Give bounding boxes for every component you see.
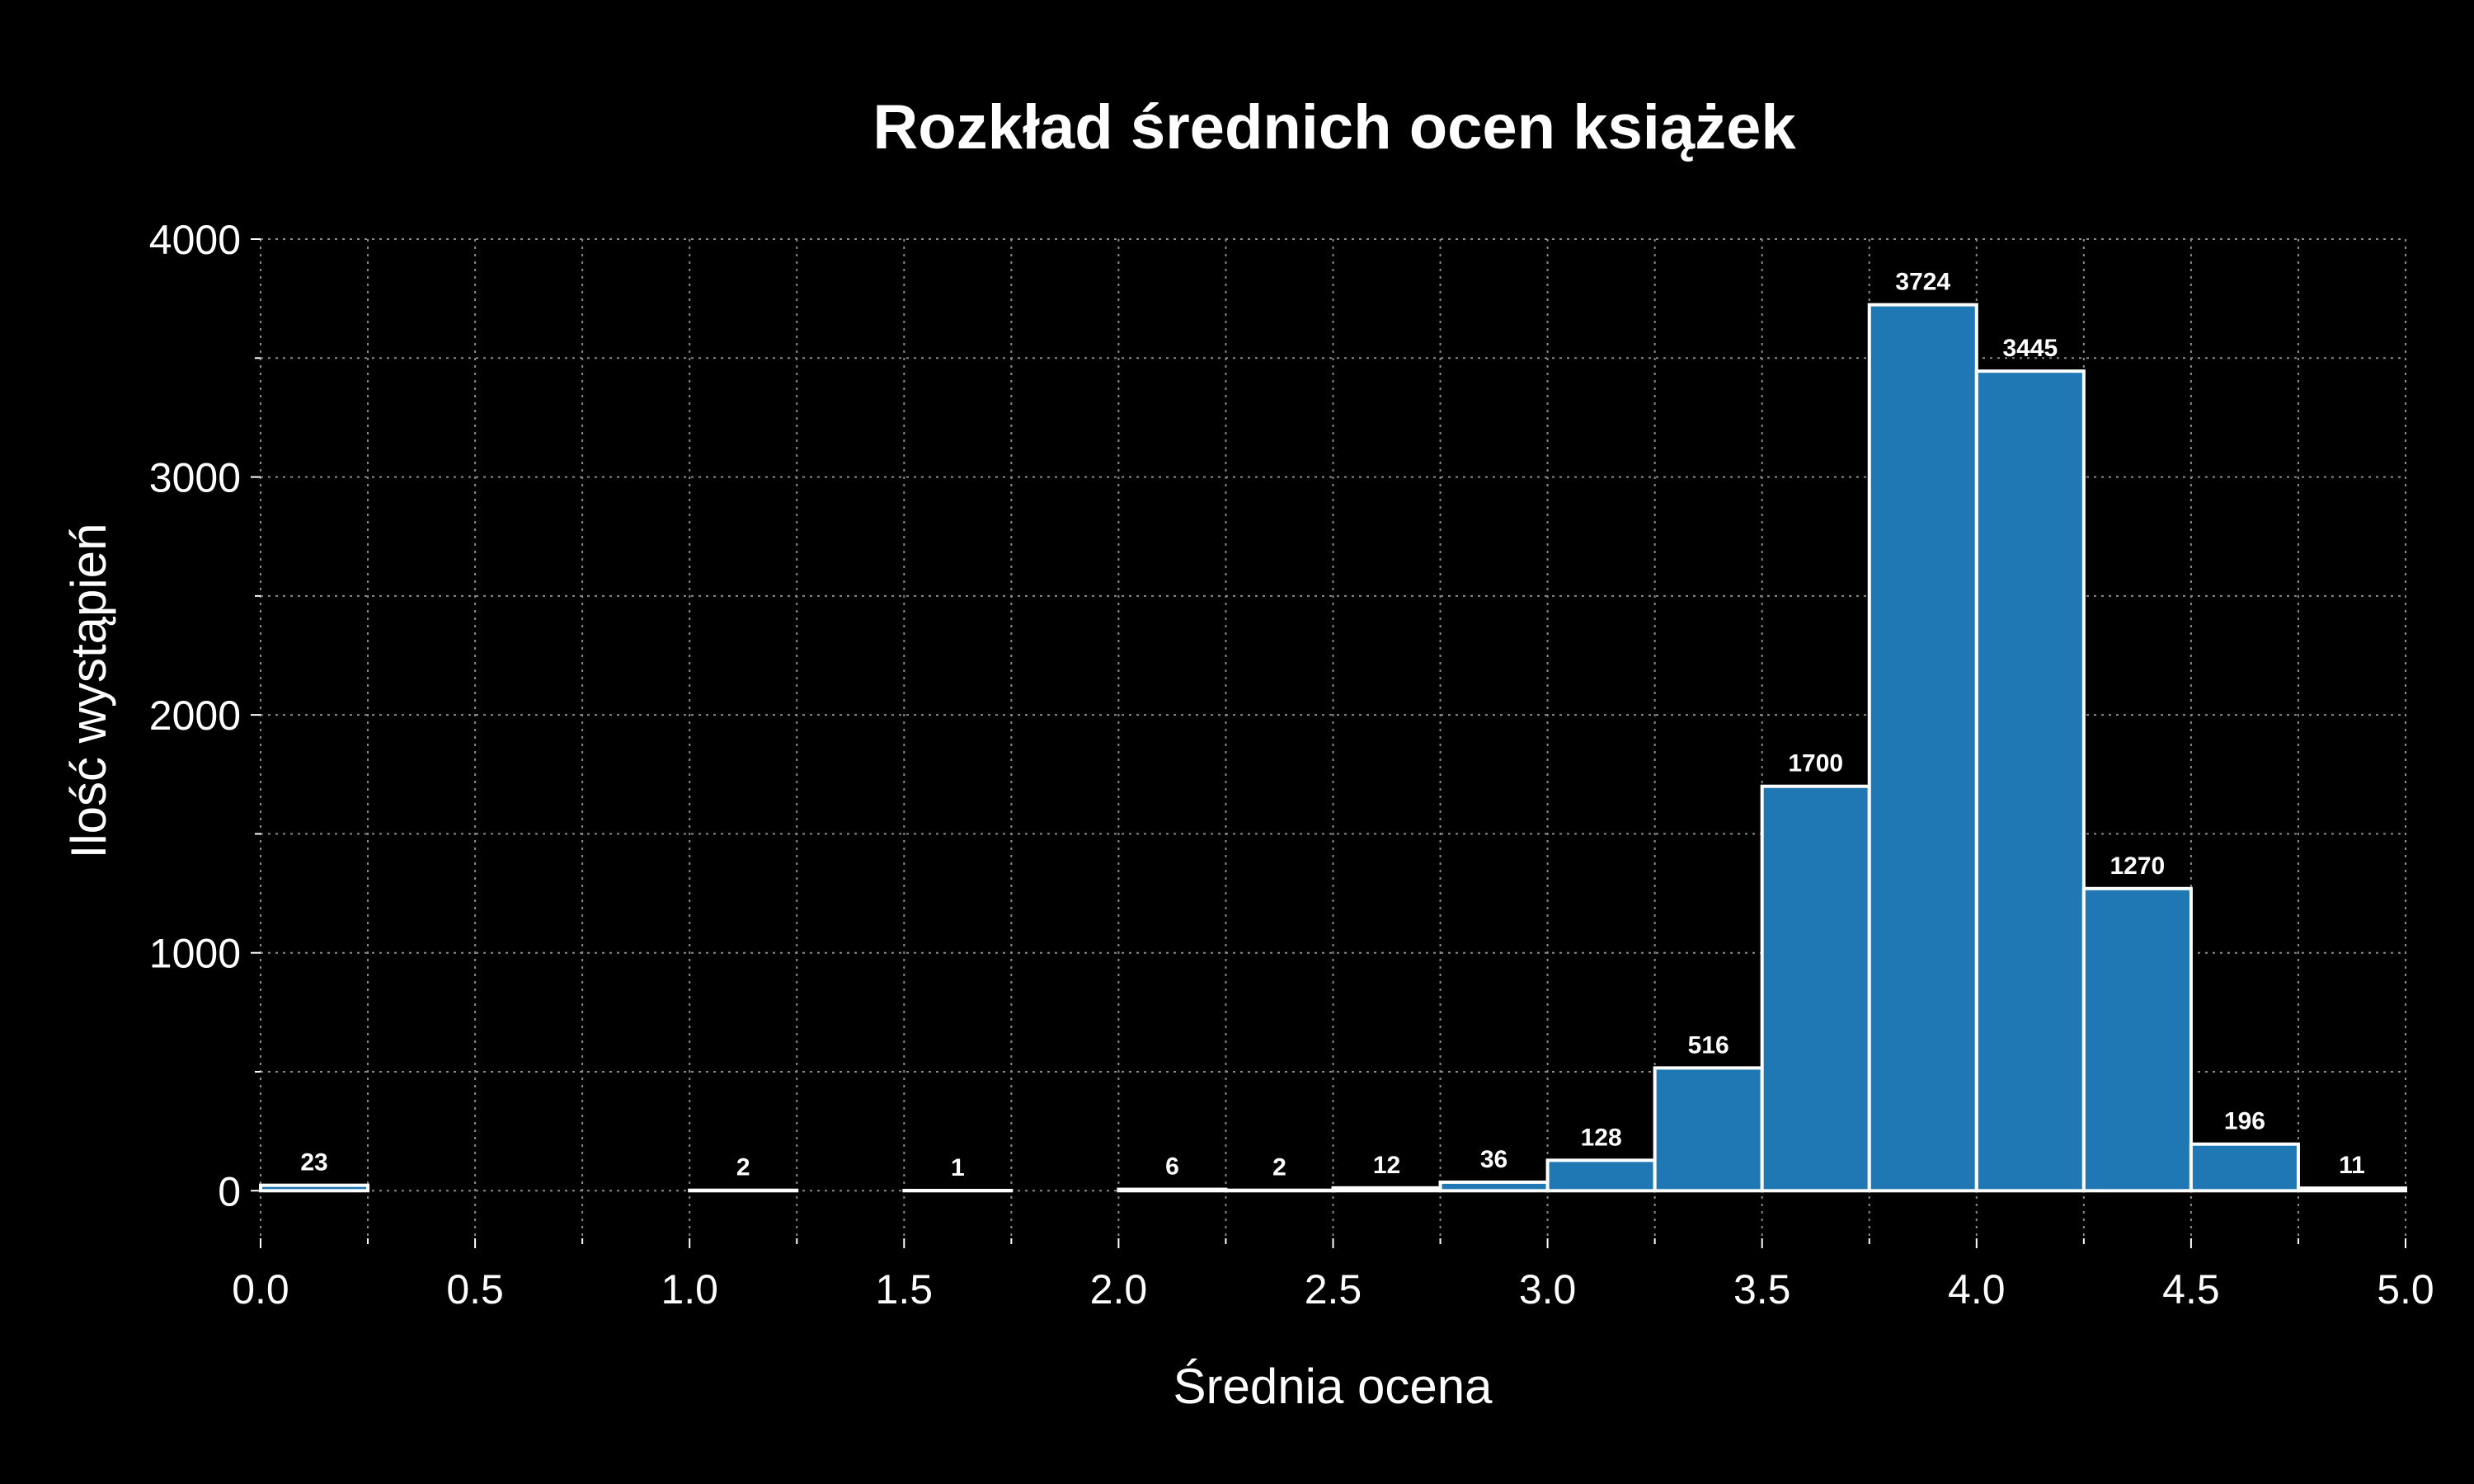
histogram-bar — [1545, 1158, 1657, 1193]
x-tick-label: 2.5 — [1305, 1266, 1362, 1313]
x-tick-label: 5.0 — [2377, 1266, 2434, 1313]
histogram-bar — [2296, 1186, 2407, 1193]
x-tick-label: 0.5 — [446, 1266, 504, 1313]
ticks-layer: 0.0 0.5 1.0 1.5 2.0 2.5 3.0 3.5 4.0 4.5 5.0 0 1000 20… — [149, 217, 2434, 1313]
histogram-bar — [2081, 886, 2193, 1193]
bar-value-label: 2 — [1272, 1154, 1286, 1181]
bar-value-label: 36 — [1480, 1146, 1507, 1173]
x-tick-label: 1.5 — [876, 1266, 934, 1313]
y-tick-label: 2000 — [149, 693, 241, 739]
bars-layer — [259, 303, 2407, 1193]
x-tick-label: 1.0 — [661, 1266, 718, 1313]
bar-value-label: 11 — [2339, 1152, 2365, 1179]
x-axis-label: Średnia ocena — [1174, 1359, 1493, 1414]
bar-value-label: 1270 — [2110, 852, 2166, 880]
x-tick-label: 3.5 — [1733, 1266, 1791, 1313]
y-tick-label: 1000 — [149, 931, 241, 977]
bar-value-label: 1 — [951, 1154, 965, 1181]
bar-value-label: 3445 — [2002, 335, 2058, 362]
y-axis-label: Ilość wystąpień — [61, 524, 116, 859]
histogram-bar — [1653, 1066, 1764, 1193]
histogram-bar — [1867, 303, 1978, 1193]
x-tick-label: 3.0 — [1519, 1266, 1577, 1313]
histogram-bar — [688, 1188, 799, 1193]
histogram-bar — [1760, 784, 1871, 1193]
x-tick-label: 2.0 — [1090, 1266, 1148, 1313]
x-tick-label: 4.5 — [2162, 1266, 2220, 1313]
histogram-bar — [2189, 1142, 2300, 1193]
histogram-bar — [259, 1183, 370, 1193]
chart-title: Rozkład średnich ocen książek — [872, 92, 1796, 162]
bar-value-label: 196 — [2224, 1108, 2265, 1135]
x-tick-label: 4.0 — [1948, 1266, 2006, 1313]
bar-value-label: 1700 — [1788, 750, 1843, 777]
histogram-bar — [1117, 1187, 1228, 1193]
bar-value-label: 23 — [300, 1149, 327, 1176]
histogram-bar — [1331, 1186, 1442, 1193]
histogram-bar — [1224, 1188, 1335, 1193]
bar-value-label: 3724 — [1895, 269, 1950, 296]
y-tick-label: 0 — [218, 1168, 241, 1214]
bar-labels-layer: 23 2 1 6 2 12 36 128 516 1700 3724 3445 1270 196 11 — [300, 269, 2364, 1181]
bar-value-label: 516 — [1688, 1031, 1729, 1059]
bar-value-label: 2 — [736, 1154, 750, 1181]
bar-value-label: 6 — [1165, 1153, 1179, 1181]
histogram-bar — [1438, 1180, 1550, 1193]
bar-value-label: 12 — [1373, 1152, 1400, 1179]
bar-value-label: 128 — [1581, 1124, 1622, 1151]
histogram-bar — [1974, 369, 2086, 1193]
y-tick-label: 4000 — [149, 217, 241, 263]
y-tick-label: 3000 — [149, 455, 241, 501]
x-tick-label: 0.0 — [232, 1266, 289, 1313]
